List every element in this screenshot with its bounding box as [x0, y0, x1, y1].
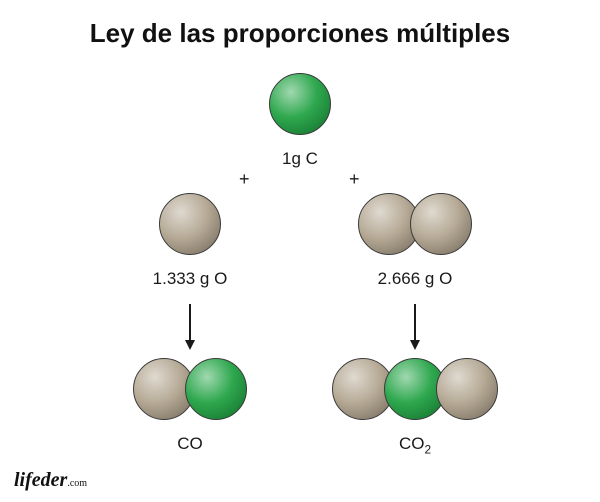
- atom-co-carbon: [185, 358, 247, 420]
- watermark-brand: lifeder: [14, 469, 67, 491]
- plus-left: +: [239, 169, 250, 190]
- label-1g-c: 1g C: [220, 149, 380, 169]
- label-co: CO: [110, 434, 270, 454]
- atom-carbon-top: [269, 73, 331, 135]
- watermark-suffix: .com: [67, 478, 87, 489]
- watermark: lifeder.com: [14, 469, 87, 492]
- label-right-o: 2.666 g O: [335, 269, 495, 289]
- arrow-right: [408, 304, 422, 355]
- page-title: Ley de las proporciones múltiples: [0, 0, 600, 49]
- plus-right: +: [349, 169, 360, 190]
- diagram-stage: 1g C 1.333 g O 2.666 g O CO CO2 + +: [0, 49, 600, 479]
- atom-oxygen-left: [159, 193, 221, 255]
- atom-co2-oxygen-2: [436, 358, 498, 420]
- atom-oxygen-right-2: [410, 193, 472, 255]
- label-co2-base: CO: [399, 434, 425, 453]
- label-co2-sub: 2: [424, 442, 431, 456]
- arrow-left: [183, 304, 197, 355]
- label-co2: CO2: [335, 434, 495, 456]
- label-left-o: 1.333 g O: [110, 269, 270, 289]
